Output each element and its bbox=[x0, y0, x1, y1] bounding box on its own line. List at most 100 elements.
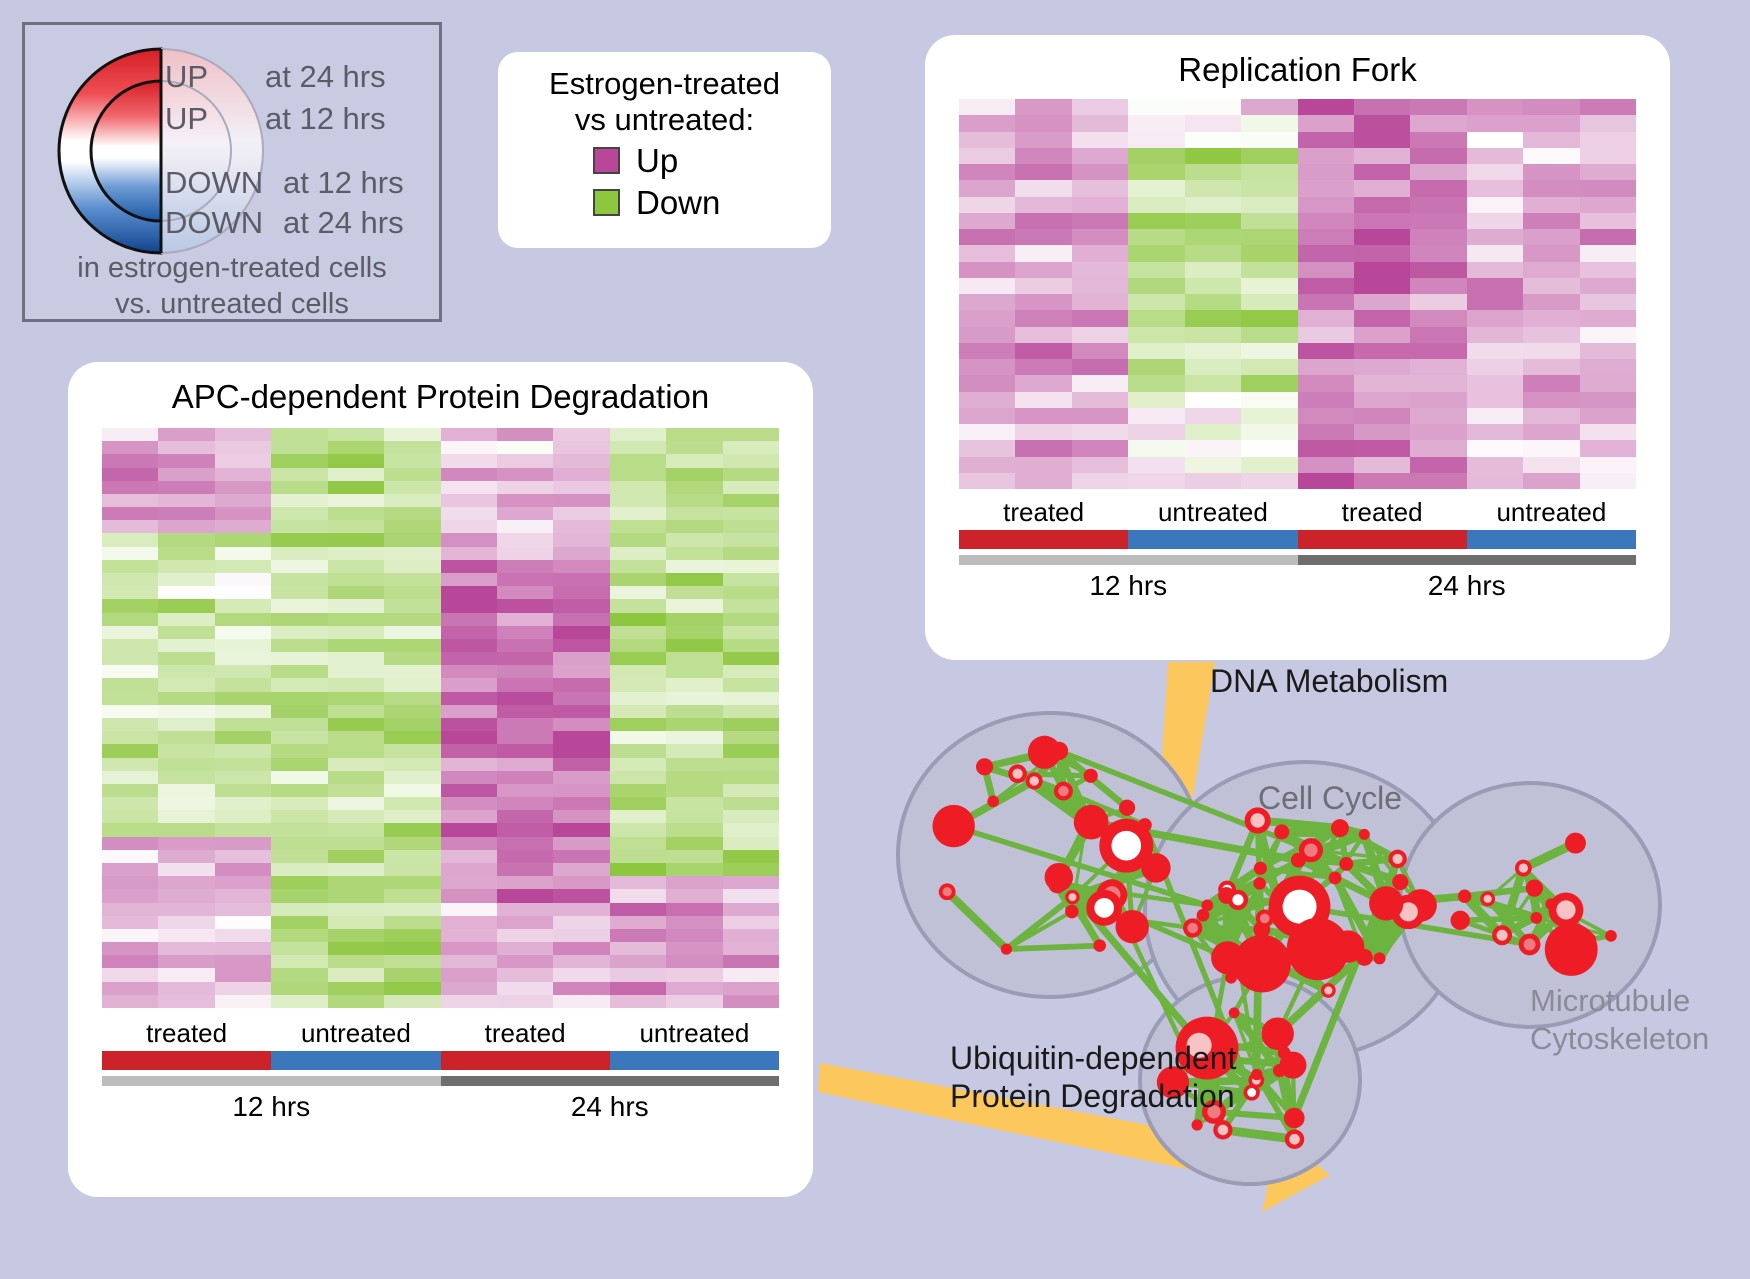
network-node bbox=[1073, 804, 1109, 840]
network-node bbox=[1027, 735, 1062, 769]
network-node bbox=[1373, 952, 1386, 965]
up-swatch-icon bbox=[593, 147, 620, 175]
legend-item-down: Down bbox=[498, 184, 831, 222]
network-node bbox=[1065, 889, 1080, 905]
network-node bbox=[1544, 923, 1598, 976]
apc-time-labels: 12 hrs 24 hrs bbox=[102, 1086, 779, 1123]
apc-time-label-0: 12 hrs bbox=[232, 1091, 311, 1122]
apc-group-labels: treated untreated treated untreated bbox=[102, 1018, 779, 1049]
network-node bbox=[1206, 1051, 1219, 1065]
network-node bbox=[1083, 768, 1098, 783]
cluster-label-protein-degradation: Protein Degradation bbox=[950, 1078, 1235, 1114]
network-node bbox=[1328, 871, 1342, 885]
treatment-bar-segment-1 bbox=[271, 1051, 441, 1070]
apc-treatment-bar bbox=[102, 1051, 779, 1070]
network-node bbox=[1369, 886, 1404, 921]
pathway-network bbox=[896, 711, 1662, 1186]
legend-label-down: Down bbox=[636, 183, 721, 221]
network-node bbox=[1298, 838, 1323, 863]
rf-time-label-1: 24 hrs bbox=[1427, 570, 1506, 601]
network-nodes bbox=[932, 735, 1617, 1149]
network-node bbox=[1271, 894, 1284, 907]
network-node bbox=[1000, 943, 1012, 955]
treatment-bar-segment-0 bbox=[959, 530, 1129, 549]
rf-group-label-3: untreated bbox=[1496, 497, 1607, 527]
network-node bbox=[1233, 934, 1291, 993]
network-node bbox=[1253, 877, 1266, 890]
network-node bbox=[1044, 862, 1074, 892]
legend-label-up: Up bbox=[636, 141, 679, 179]
time-bar-segment-1 bbox=[440, 1076, 779, 1086]
key-row-up-24-time: at 24 hrs bbox=[265, 59, 386, 94]
network-node bbox=[1119, 799, 1136, 816]
rf-time-labels: 12 hrs 24 hrs bbox=[959, 565, 1636, 602]
network-node bbox=[1191, 1119, 1203, 1131]
network-node bbox=[1286, 917, 1350, 981]
cluster-label-dna-metabolism: DNA Metabolism bbox=[1210, 663, 1449, 699]
network-node bbox=[1605, 930, 1617, 942]
network-node bbox=[1053, 781, 1073, 801]
legend-title-line1: Estrogen-treated bbox=[549, 66, 780, 101]
network-node bbox=[1251, 1068, 1263, 1081]
apc-degradation-panel: APC-dependent Protein Degradation treate… bbox=[68, 362, 813, 1197]
rf-time-bar bbox=[959, 555, 1636, 565]
network-node bbox=[1492, 925, 1513, 946]
network-node bbox=[987, 795, 1000, 808]
network-node bbox=[976, 758, 994, 776]
replication-fork-panel: Replication Fork treated untreated treat… bbox=[925, 35, 1670, 660]
network-node bbox=[938, 883, 956, 901]
rf-group-label-0: treated bbox=[1003, 497, 1085, 527]
network-node bbox=[1025, 772, 1043, 790]
treatment-bar-segment-3 bbox=[1466, 530, 1636, 549]
network-node bbox=[1086, 889, 1123, 926]
network-node bbox=[1274, 824, 1290, 840]
cluster-label-cell-cycle: Cell Cycle bbox=[1258, 780, 1403, 816]
network-node bbox=[1093, 939, 1106, 952]
cluster-label-ubiquitin: Ubiquitin-dependent bbox=[950, 1040, 1237, 1076]
network-node bbox=[1261, 1017, 1294, 1051]
key-row-up-24-label: UP bbox=[165, 59, 209, 94]
rf-group-label-2: treated bbox=[1341, 497, 1423, 527]
network-node bbox=[1457, 889, 1472, 903]
network-node bbox=[1330, 819, 1349, 838]
legend-item-up: Up bbox=[498, 142, 831, 180]
network-node bbox=[1480, 891, 1496, 907]
network-node bbox=[1225, 971, 1237, 984]
network-node bbox=[1253, 861, 1267, 875]
network-node bbox=[1530, 912, 1543, 924]
cluster-label-microtubule: Microtubule bbox=[1530, 983, 1691, 1018]
color-key-caption-line2: vs. untreated cells bbox=[115, 288, 349, 320]
network-node bbox=[1227, 889, 1249, 910]
time-bar-segment-0 bbox=[959, 555, 1298, 565]
color-key-box: UP at 24 hrs UP at 12 hrs DOWN at 12 hrs… bbox=[22, 22, 442, 322]
key-row-down-12-time: at 12 hrs bbox=[283, 165, 404, 200]
key-row-up-12-label: UP bbox=[165, 101, 209, 136]
network-node bbox=[1099, 818, 1154, 873]
network-node bbox=[1284, 1129, 1305, 1149]
apc-title: APC-dependent Protein Degradation bbox=[171, 378, 710, 415]
network-node bbox=[1565, 832, 1586, 854]
network-node bbox=[1525, 879, 1544, 897]
network-node bbox=[1183, 918, 1203, 938]
apc-heatmap bbox=[102, 428, 779, 1008]
network-node bbox=[1283, 1107, 1305, 1129]
network-node bbox=[1392, 873, 1409, 891]
apc-time-bar bbox=[102, 1076, 779, 1086]
network-node bbox=[1065, 904, 1079, 919]
apc-group-label-2: treated bbox=[484, 1018, 566, 1048]
network-node bbox=[1272, 1064, 1287, 1078]
rf-group-labels: treated untreated treated untreated bbox=[959, 497, 1636, 528]
cluster-label-cytoskeleton: Cytoskeleton bbox=[1530, 1021, 1710, 1056]
network-node bbox=[1388, 849, 1407, 869]
updown-legend-panel: Estrogen-treated vs untreated: Up Down bbox=[498, 52, 831, 248]
treatment-bar-segment-2 bbox=[1297, 530, 1467, 549]
network-node bbox=[1008, 764, 1027, 784]
treatment-bar-segment-0 bbox=[102, 1051, 272, 1070]
key-row-down-12-label: DOWN bbox=[165, 165, 264, 200]
network-node bbox=[1201, 1099, 1226, 1124]
legend-title-line2: vs untreated: bbox=[574, 101, 755, 137]
rf-treatment-bar bbox=[959, 530, 1636, 549]
down-swatch-icon bbox=[593, 189, 620, 217]
treatment-bar-segment-3 bbox=[609, 1051, 779, 1070]
network-node bbox=[1243, 1084, 1260, 1101]
